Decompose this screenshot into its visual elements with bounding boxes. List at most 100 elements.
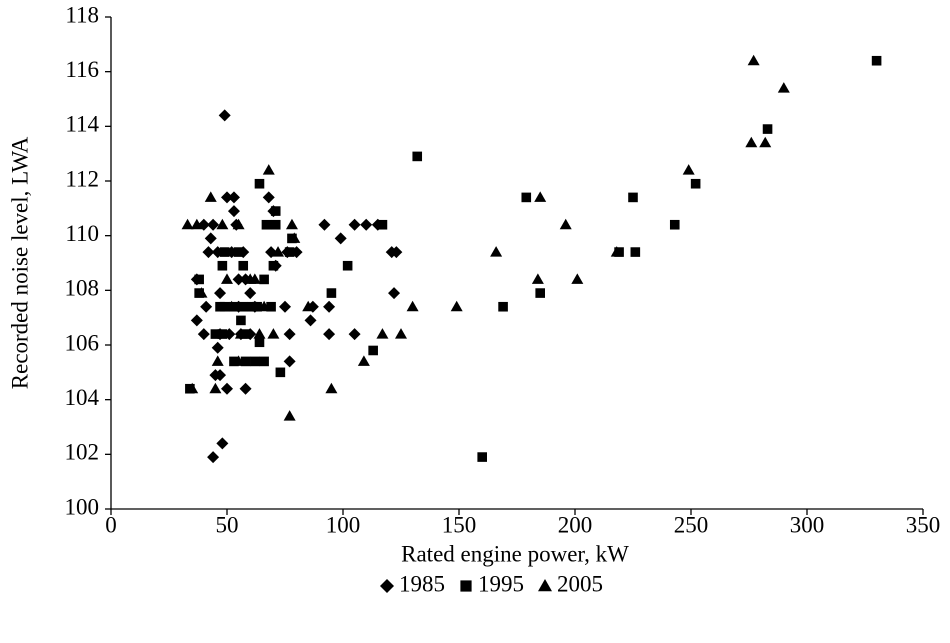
point [406,300,419,312]
point [250,356,260,367]
x-tick-label: 150 [442,512,477,537]
point [202,246,215,259]
point [628,192,638,203]
legend-marker [538,579,552,592]
point [342,260,353,271]
legend-marker [460,580,472,592]
point [262,191,275,204]
point [215,301,225,312]
point [216,437,229,450]
point [221,382,233,395]
legend-label: 1985 [399,571,445,596]
point [610,246,623,257]
point [348,328,361,341]
legend-label: 1995 [478,571,524,596]
point [244,287,257,300]
point [285,218,298,230]
point [262,164,275,175]
point [871,55,882,66]
point [318,218,331,231]
point [745,136,758,148]
x-tick-label: 200 [558,512,593,537]
point [186,382,199,394]
point [259,274,269,285]
point [211,355,224,366]
point [288,232,301,243]
point [334,232,347,245]
point [248,273,261,284]
point [259,356,269,367]
point [747,54,760,66]
point [194,274,204,285]
point [181,218,194,230]
point [377,219,388,230]
y-tick-label: 100 [65,494,100,519]
point [323,300,336,313]
point [559,218,572,230]
point [348,218,361,231]
y-tick-label: 102 [65,440,100,465]
x-tick-label: 250 [674,512,709,537]
y-tick-label: 114 [65,112,99,137]
point [218,109,231,122]
point [272,246,285,257]
point [195,287,208,298]
point [232,218,245,230]
point [232,273,245,286]
point [412,151,423,162]
y-tick-label: 110 [65,221,99,246]
point [357,355,370,366]
point [284,247,295,257]
point [254,337,265,348]
point [325,382,338,394]
point [267,328,280,339]
point [390,246,403,259]
legend-marker [380,579,394,593]
legend-label: 2005 [557,571,603,596]
point [669,219,680,230]
point [571,273,584,284]
point [268,260,279,271]
point [217,329,228,339]
point [225,300,238,312]
point [238,301,249,312]
point [490,246,503,257]
point [630,247,641,257]
x-tick-label: 300 [790,512,825,537]
point [270,206,281,216]
point [207,451,220,464]
point [265,246,278,259]
point [207,218,220,231]
x-tick-label: 50 [216,512,239,537]
point [759,136,772,148]
point [209,382,222,394]
point [275,367,286,378]
point [326,288,337,298]
point [270,219,281,230]
point [395,328,407,339]
point [239,382,252,395]
point [762,124,773,134]
point [190,218,203,230]
point [211,341,224,354]
point [236,315,246,326]
x-axis-title: Rated engine power, kW [401,541,629,566]
point [234,328,247,339]
point [368,345,378,356]
point [221,191,233,204]
point [477,452,487,462]
point [254,178,265,189]
point [227,191,240,204]
point [690,178,701,189]
point [197,328,210,341]
point [531,273,544,284]
x-tick-label: 0 [105,512,117,537]
point [376,328,389,339]
point [450,300,463,312]
y-tick-label: 116 [65,57,99,82]
x-tick-label: 350 [906,512,941,537]
point [258,300,271,312]
y-tick-label: 112 [65,166,99,191]
y-tick-label: 106 [65,330,100,355]
point [534,191,547,202]
